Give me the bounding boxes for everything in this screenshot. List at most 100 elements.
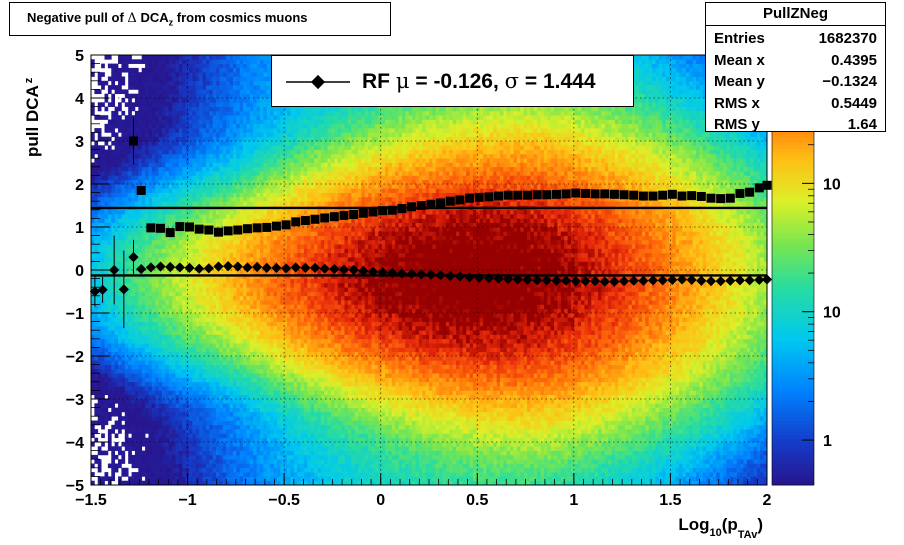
colorbar-segment (772, 173, 814, 177)
legend-box: RF μ = -0.126, σ = 1.444 (271, 55, 634, 107)
point-sigma (552, 190, 561, 199)
y-tick-label: 0 (75, 263, 84, 280)
stats-row-label: RMS x (714, 93, 760, 115)
y-tick-label: −4 (66, 435, 84, 452)
colorbar-segment (772, 335, 814, 339)
point-sigma (195, 225, 204, 234)
colorbar-segment (772, 478, 814, 482)
colorbar-segment (772, 324, 814, 328)
x-axis-title-sub1: 10 (709, 527, 721, 539)
colorbar-segment (772, 148, 814, 152)
colorbar-segment (772, 431, 814, 435)
point-sigma (446, 197, 455, 206)
legend-rf: RF (362, 70, 390, 93)
point-sigma (214, 228, 223, 237)
point-sigma (243, 224, 252, 233)
colorbar-segment (772, 281, 814, 285)
colorbar-segment (772, 223, 814, 227)
y-tick-label: 3 (75, 134, 84, 151)
legend-sigma-text: = 1.444 (525, 70, 596, 93)
point-sigma (735, 189, 744, 198)
title-suffix: from cosmics muons (177, 10, 308, 25)
colorbar-segment (772, 360, 814, 364)
colorbar-label: 1 (823, 433, 832, 450)
point-sigma (716, 194, 725, 203)
colorbar-segment (772, 378, 814, 382)
colorbar-segment (772, 274, 814, 278)
point-sigma (523, 191, 532, 200)
colorbar-segment (772, 159, 814, 163)
point-sigma (745, 188, 754, 197)
colorbar-segment (772, 292, 814, 296)
title-delta: Δ (127, 11, 136, 26)
colorbar-segment (772, 356, 814, 360)
legend-mu-text: = -0.126, (415, 70, 498, 93)
point-sigma (166, 228, 175, 237)
legend-marker-line (284, 72, 354, 92)
y-tick-label: 2 (75, 177, 84, 194)
colorbar-segment (772, 317, 814, 321)
colorbar-segment (772, 234, 814, 238)
x-tick-label: 1 (569, 492, 578, 509)
y-tick-label: −2 (66, 349, 84, 366)
point-sigma (706, 194, 715, 203)
colorbar-segment (772, 252, 814, 256)
point-sigma (581, 189, 590, 198)
colorbar-segment (772, 449, 814, 453)
colorbar-segment (772, 299, 814, 303)
stats-name: PullZNeg (706, 3, 885, 26)
x-tick-label: −0.5 (268, 492, 300, 509)
colorbar-segment (772, 345, 814, 349)
point-sigma (455, 195, 464, 204)
colorbar-segment (772, 231, 814, 235)
colorbar-segment (772, 471, 814, 475)
point-sigma (571, 189, 580, 198)
x-axis-title: Log10(pTAv) (678, 515, 763, 540)
point-sigma (330, 212, 339, 221)
point-sigma (533, 190, 542, 199)
point-sigma (253, 223, 262, 232)
colorbar-segment (772, 388, 814, 392)
point-sigma (233, 226, 242, 235)
legend-text: RF μ = -0.126, σ = 1.444 (362, 69, 596, 94)
colorbar-segment (772, 453, 814, 457)
colorbar-segment (772, 263, 814, 267)
point-sigma (311, 215, 320, 224)
point-sigma (678, 192, 687, 201)
colorbar-segment (772, 256, 814, 260)
colorbar-segment (772, 213, 814, 217)
stats-row-value: 0.5449 (831, 93, 877, 115)
colorbar-segment (772, 198, 814, 202)
stats-row-label: Entries (714, 28, 765, 50)
x-tick-label: 2 (763, 492, 772, 509)
x-tick-label: 0 (376, 492, 385, 509)
colorbar-segment (772, 435, 814, 439)
y-tick-label: −1 (66, 306, 84, 323)
colorbar-segment (772, 277, 814, 281)
point-sigma (494, 192, 503, 201)
point-sigma (426, 200, 435, 209)
point-sigma (204, 226, 213, 235)
x-axis-title-main: Log (678, 515, 709, 534)
point-sigma (658, 191, 667, 200)
point-sigma (349, 210, 358, 219)
colorbar-segment (772, 395, 814, 399)
colorbar-segment (772, 410, 814, 414)
y-axis-title-sub: z (23, 77, 35, 83)
colorbar-segment (772, 460, 814, 464)
point-sigma (146, 223, 155, 232)
point-sigma (600, 189, 609, 198)
colorbar-segment (772, 202, 814, 206)
colorbar-segment (772, 424, 814, 428)
colorbar-segment (772, 152, 814, 156)
colorbar-segment (772, 349, 814, 353)
stats-row-label: Mean x (714, 50, 765, 72)
colorbar-segment (772, 163, 814, 167)
point-sigma (417, 201, 426, 210)
colorbar-segment (772, 184, 814, 188)
point-sigma (504, 191, 513, 200)
colorbar-segment (772, 442, 814, 446)
